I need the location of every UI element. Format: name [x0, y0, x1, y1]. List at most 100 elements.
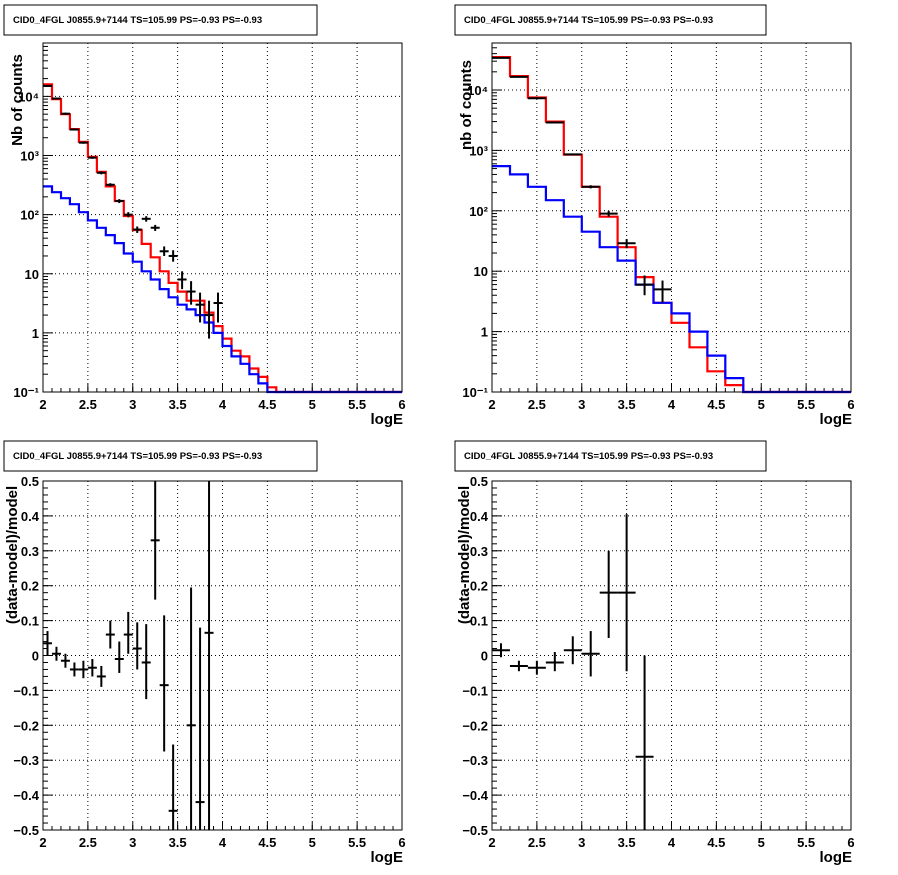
y-tick-label: 0	[481, 649, 488, 664]
data-point	[51, 97, 61, 100]
x-axis-label: logE	[371, 411, 404, 428]
y-tick-label: −0.4	[462, 788, 488, 803]
y-tick-label: −0.1	[462, 683, 488, 698]
y-tick-label: −0.5	[462, 823, 488, 838]
data-point	[150, 481, 160, 600]
x-tick-label: 2	[488, 835, 495, 850]
y-tick-label: −0.1	[13, 683, 39, 698]
y-axis-label: (data-model)/model	[4, 486, 21, 624]
data-point	[43, 631, 52, 656]
data-point	[69, 128, 79, 131]
data-point	[195, 627, 205, 830]
x-tick-label: 4.5	[707, 397, 725, 412]
y-tick-label: 0	[32, 649, 39, 664]
x-tick-label: 4	[668, 835, 676, 850]
data-point	[635, 655, 654, 830]
x-tick-label: 2	[39, 397, 46, 412]
plot-title-box	[3, 4, 318, 36]
data-point	[87, 658, 97, 677]
plot-title-box	[454, 440, 767, 472]
x-tick-label: 3	[578, 835, 585, 850]
bottom-left-residual-plot: CID0_4FGL J0855.9+7144 TS=105.99 PS=-0.9…	[3, 440, 406, 866]
data-point	[527, 660, 546, 675]
data-point	[581, 631, 600, 677]
data-point	[492, 643, 510, 658]
y-tick-label: 10	[474, 264, 488, 279]
y-tick-label: 10	[25, 267, 39, 282]
x-tick-label: 6	[398, 397, 405, 412]
y-tick-label: 1	[32, 326, 39, 341]
plot-frame	[42, 480, 403, 831]
data-point	[168, 250, 178, 262]
data-point	[545, 652, 564, 672]
data-point	[545, 121, 564, 124]
data-point	[509, 75, 528, 78]
x-tick-label: 3	[129, 397, 136, 412]
data-point	[123, 212, 133, 218]
x-tick-label: 4.5	[258, 397, 276, 412]
y-tick-label: −0.3	[13, 753, 39, 768]
data-point	[78, 141, 88, 144]
x-tick-label: 2.5	[79, 835, 97, 850]
x-tick-label: 2.5	[528, 397, 546, 412]
x-tick-label: 2	[488, 397, 495, 412]
data-point	[563, 153, 582, 156]
x-tick-label: 5.5	[348, 835, 366, 850]
x-tick-label: 5.5	[348, 397, 366, 412]
plot-title: CID0_4FGL J0855.9+7144 TS=105.99 PS=-0.9…	[13, 15, 262, 26]
data-point	[123, 611, 133, 654]
data-point	[150, 224, 160, 231]
data-point	[141, 624, 151, 700]
data-point	[581, 185, 600, 189]
x-tick-label: 4.5	[707, 835, 725, 850]
data-point	[141, 216, 151, 222]
y-tick-label: 10²	[469, 204, 488, 219]
x-tick-label: 5	[309, 397, 316, 412]
plot-frame	[491, 480, 852, 831]
data-point	[114, 199, 124, 204]
data-point	[105, 183, 115, 187]
y-tick-label: 0.4	[470, 509, 489, 524]
y-tick-label: 0.2	[21, 579, 39, 594]
plot-frame	[42, 42, 403, 393]
y-tick-label: 10⁻¹	[462, 385, 488, 400]
data-point	[213, 292, 223, 323]
top-right-counts-plot: CID0_4FGL J0855.9+7144 TS=105.99 PS=-0.9…	[454, 4, 855, 428]
x-tick-label: 6	[847, 397, 854, 412]
y-tick-label: 0.1	[470, 614, 488, 629]
data-point	[527, 97, 546, 100]
data-point	[168, 744, 178, 830]
x-tick-label: 2.5	[528, 835, 546, 850]
y-tick-label: 0.4	[21, 509, 40, 524]
data-point	[509, 660, 528, 672]
data-point	[599, 210, 618, 217]
data-point	[186, 587, 196, 830]
data-point	[60, 112, 70, 115]
plot-title-box	[454, 4, 767, 36]
data-point	[653, 280, 672, 303]
y-tick-label: −0.3	[462, 753, 488, 768]
data-point	[186, 281, 196, 305]
data-point	[51, 646, 61, 661]
y-tick-label: 0.5	[21, 474, 39, 489]
data-point	[204, 300, 214, 339]
plot-title-box	[3, 440, 318, 472]
data-point	[132, 622, 142, 670]
x-tick-label: 4	[219, 397, 227, 412]
y-tick-label: 10⁴	[18, 89, 39, 104]
y-tick-label: 10²	[20, 208, 39, 223]
y-tick-label: 0.2	[470, 579, 488, 594]
y-tick-label: 0.1	[21, 614, 39, 629]
y-tick-label: −0.5	[13, 823, 39, 838]
x-tick-label: 6	[398, 835, 405, 850]
y-tick-label: 0.3	[21, 544, 39, 559]
x-tick-label: 3.5	[618, 397, 636, 412]
data-point	[43, 84, 52, 87]
data-point	[78, 660, 88, 679]
top-left-counts-plot: CID0_4FGL J0855.9+7144 TS=105.99 PS=-0.9…	[3, 4, 406, 428]
y-tick-label: 1	[481, 325, 488, 340]
y-tick-label: 10⁻¹	[13, 385, 39, 400]
x-axis-label: logE	[820, 849, 853, 866]
